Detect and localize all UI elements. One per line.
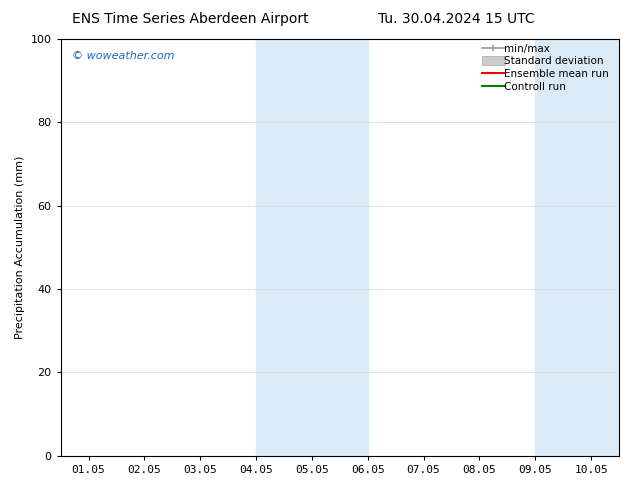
Text: Tu. 30.04.2024 15 UTC: Tu. 30.04.2024 15 UTC (378, 12, 535, 26)
Text: ENS Time Series Aberdeen Airport: ENS Time Series Aberdeen Airport (72, 12, 309, 26)
Bar (256, 39, 284, 456)
Bar (535, 39, 563, 456)
Text: © woweather.com: © woweather.com (72, 51, 174, 61)
Y-axis label: Precipitation Accumulation (mm): Precipitation Accumulation (mm) (15, 156, 25, 339)
Legend: min/max, Standard deviation, Ensemble mean run, Controll run: min/max, Standard deviation, Ensemble me… (480, 42, 616, 94)
Bar (284, 39, 368, 456)
Bar (563, 39, 619, 456)
